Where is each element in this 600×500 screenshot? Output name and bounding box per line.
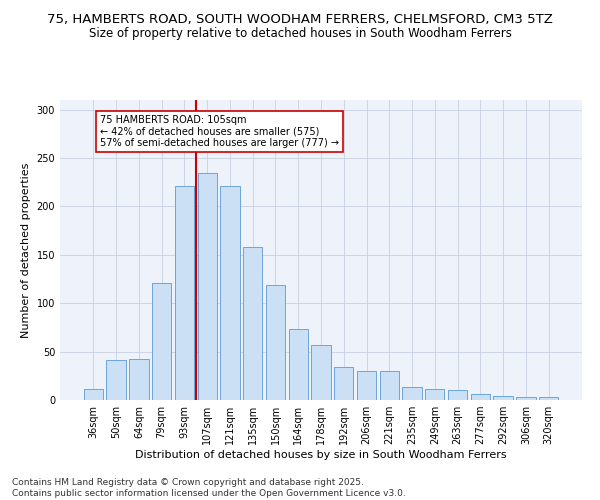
Text: 75, HAMBERTS ROAD, SOUTH WOODHAM FERRERS, CHELMSFORD, CM3 5TZ: 75, HAMBERTS ROAD, SOUTH WOODHAM FERRERS… — [47, 12, 553, 26]
Bar — [106, 360, 126, 400]
Bar — [220, 186, 239, 400]
Bar — [129, 360, 149, 400]
Bar — [289, 330, 308, 400]
Bar — [357, 371, 376, 400]
Bar — [493, 396, 513, 400]
Bar — [243, 247, 262, 400]
Bar — [403, 388, 422, 400]
Y-axis label: Number of detached properties: Number of detached properties — [21, 162, 31, 338]
Bar — [470, 394, 490, 400]
Bar — [516, 397, 536, 400]
Text: Size of property relative to detached houses in South Woodham Ferrers: Size of property relative to detached ho… — [89, 28, 511, 40]
Bar — [84, 390, 103, 400]
Bar — [197, 172, 217, 400]
Bar — [311, 345, 331, 400]
Bar — [448, 390, 467, 400]
Bar — [539, 397, 558, 400]
Bar — [334, 367, 353, 400]
Bar — [152, 283, 172, 400]
Bar — [380, 371, 399, 400]
Bar — [425, 390, 445, 400]
X-axis label: Distribution of detached houses by size in South Woodham Ferrers: Distribution of detached houses by size … — [135, 450, 507, 460]
Bar — [175, 186, 194, 400]
Text: 75 HAMBERTS ROAD: 105sqm
← 42% of detached houses are smaller (575)
57% of semi-: 75 HAMBERTS ROAD: 105sqm ← 42% of detach… — [100, 114, 339, 148]
Bar — [266, 285, 285, 400]
Text: Contains HM Land Registry data © Crown copyright and database right 2025.
Contai: Contains HM Land Registry data © Crown c… — [12, 478, 406, 498]
